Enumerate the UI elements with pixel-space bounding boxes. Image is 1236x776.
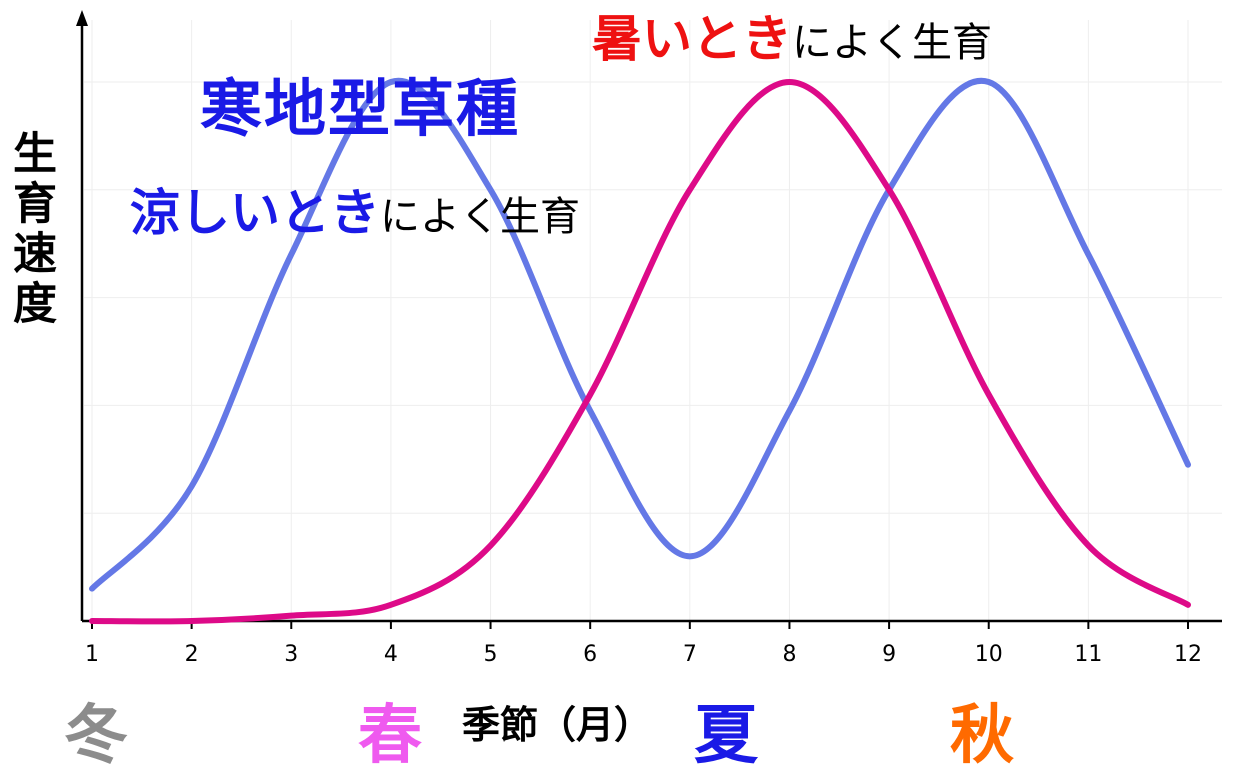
series-cool-season-line (89, 77, 1191, 592)
cool-season-title: 寒地型草種 (200, 72, 521, 145)
y-axis-label: 生育速度 (5, 130, 56, 330)
season-spring: 春 (358, 699, 422, 773)
chart-grid (84, 20, 1222, 621)
x-tick-label-6: 7 (683, 642, 697, 667)
chart-series (89, 77, 1191, 625)
x-tick-label-8: 9 (882, 642, 896, 667)
x-tick-label-10: 11 (1074, 642, 1102, 667)
y-axis-arrow (76, 10, 88, 26)
warm-annotation: 暑いときによく生育 (592, 14, 992, 64)
warm-highlight: 暑いとき (592, 10, 792, 68)
x-tick-label-3: 4 (384, 642, 398, 667)
season-summer: 夏 (694, 699, 758, 773)
cool-highlight: 涼しいとき (130, 184, 380, 242)
warm-rest: によく生育 (792, 20, 992, 66)
season-winter: 冬 (64, 699, 128, 773)
cool-rest: によく生育 (380, 194, 580, 240)
x-tick-label-11: 12 (1174, 642, 1202, 667)
series-warm-season-line (89, 79, 1191, 625)
x-ticks: 1 2 3 4 5 6 7 8 9 10 11 12 (85, 621, 1202, 667)
season-autumn: 秋 (950, 699, 1014, 773)
x-tick-label-1: 2 (185, 642, 199, 667)
x-axis-label: 季節（月） (462, 703, 653, 747)
x-tick-label-2: 3 (284, 642, 298, 667)
chart-axes (76, 10, 1222, 623)
x-tick-label-0: 1 (85, 642, 99, 667)
cool-annotation: 涼しいときによく生育 (130, 188, 580, 238)
x-tick-label-4: 5 (484, 642, 498, 667)
x-tick-label-9: 10 (975, 642, 1003, 667)
x-tick-label-5: 6 (583, 642, 597, 667)
x-tick-label-7: 8 (782, 642, 796, 667)
